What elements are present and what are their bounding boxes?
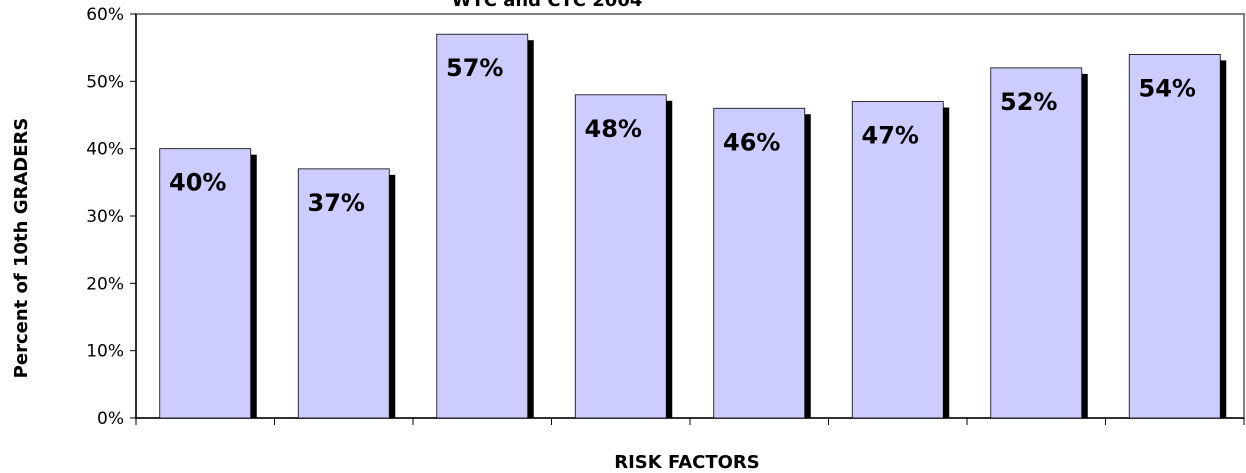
bar [297,168,390,419]
bar [159,148,252,419]
bars [159,33,1227,419]
y-tick-label: 40% [86,140,124,160]
bar [436,33,529,419]
data-labels: 40% 37% 57% 48% 46% 47% 52% 54% [169,54,1196,217]
y-tick-label: 20% [86,274,124,294]
bar-value-label: 47% [862,122,919,150]
bar [574,94,667,419]
bar-value-label: 54% [1139,74,1196,102]
bar [713,107,806,419]
y-tick-label: 50% [86,72,124,92]
y-tick-label: 0% [97,409,124,429]
bar-value-label: 37% [308,189,365,217]
y-tick-label: 10% [86,342,124,362]
bar-value-label: 48% [585,115,642,143]
y-tick-label: 60% [86,5,124,25]
bar-value-label: 52% [1000,88,1057,116]
y-tick-label: 30% [86,207,124,227]
bar-value-label: 46% [723,128,780,156]
bar-value-label: 40% [169,169,226,197]
bar [1128,54,1221,419]
y-axis-title: Percent of 10th GRADERS [11,118,32,379]
bar [851,101,944,419]
x-axis [135,417,1245,425]
bar [990,67,1083,419]
bar-value-label: 57% [446,54,503,82]
y-axis: 0% 10% 20% 30% 40% 50% 60% [86,5,137,429]
chart-title: WTC and CTC 2004 [452,0,643,11]
x-axis-title: RISK FACTORS [614,452,760,473]
